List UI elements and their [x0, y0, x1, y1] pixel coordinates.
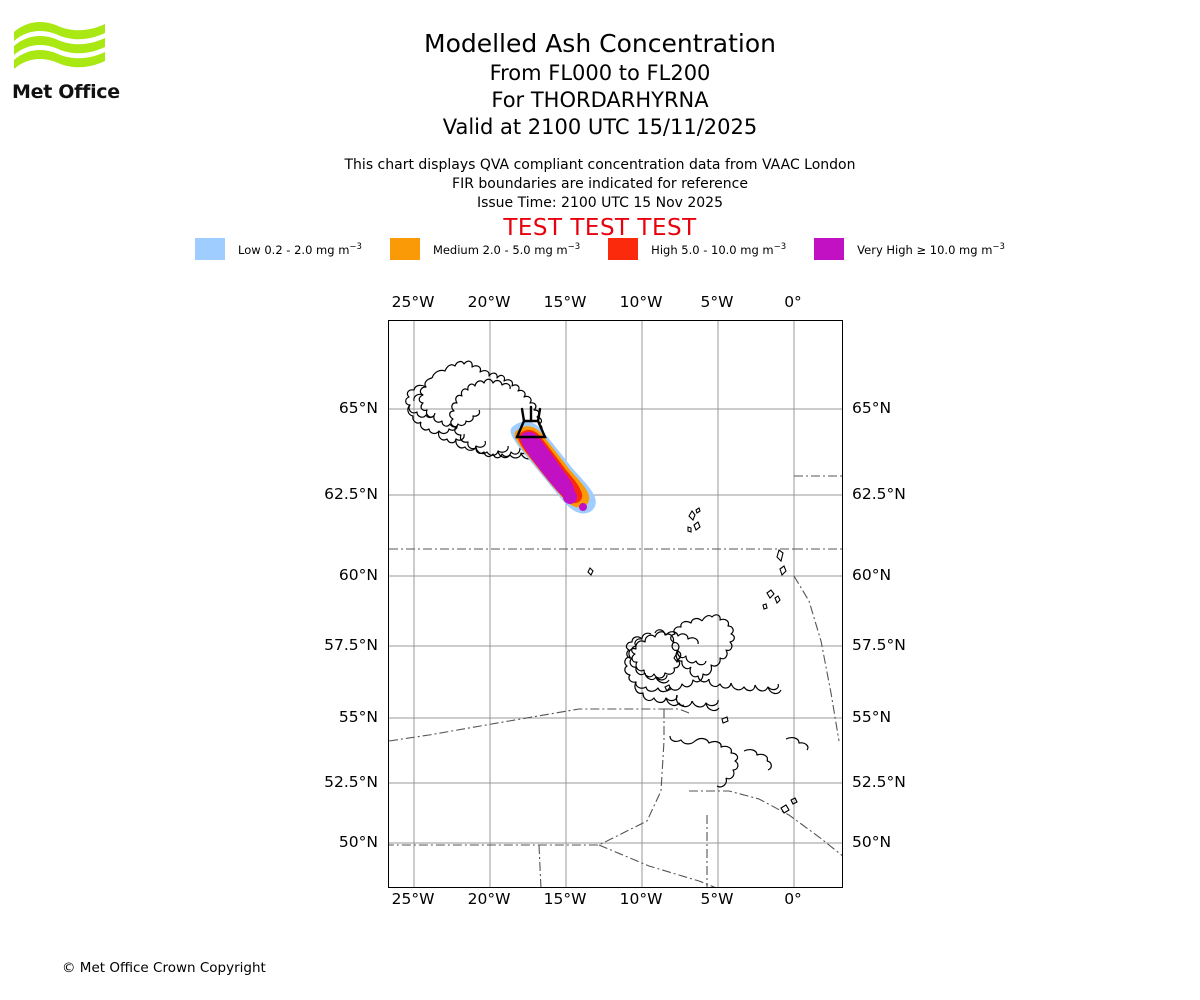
- title-volcano: For THORDARHYRNA: [491, 88, 709, 112]
- latitude-labels-left: 65°N 62.5°N 60°N 57.5°N 55°N 52.5°N 50°N: [268, 320, 378, 888]
- graticule-grid: [389, 321, 842, 887]
- ireland-coastline: [625, 629, 682, 684]
- lat-label-60n-left: 60°N: [338, 566, 378, 584]
- copyright-notice: © Met Office Crown Copyright: [62, 960, 266, 976]
- lat-label-625n-left: 62.5°N: [324, 485, 378, 503]
- lon-label-25w-top: 25°W: [391, 293, 435, 311]
- test-banner: TEST TEST TEST: [503, 215, 697, 241]
- subtitle-qva: This chart displays QVA compliant concen…: [344, 157, 856, 173]
- fir-boundaries: [389, 475, 842, 887]
- lon-label-20w-top: 20°W: [467, 293, 511, 311]
- lon-label-5w-bottom: 5°W: [700, 890, 734, 908]
- plume-blob-very-high-1: [563, 490, 577, 504]
- lat-label-525n-right: 52.5°N: [852, 773, 906, 791]
- legend-high: High 5.0 - 10.0 mg m−3: [608, 238, 786, 260]
- legend-very-high-label: Very High ≥ 10.0 mg m−3: [857, 241, 1005, 257]
- lat-label-50n-right: 50°N: [852, 833, 892, 851]
- plume-contour-very-high: [520, 431, 575, 498]
- plume-blob-very-high-2: [579, 503, 587, 511]
- lon-label-15w-bottom: 15°W: [543, 890, 587, 908]
- longitude-labels-bottom: 25°W 20°W 15°W 10°W 5°W 0°: [388, 890, 843, 912]
- legend-low-label: Low 0.2 - 2.0 mg m−3: [238, 241, 362, 257]
- longitude-labels-top: 25°W 20°W 15°W 10°W 5°W 0°: [388, 293, 843, 315]
- chart-title-block: Modelled Ash Concentration From FL000 to…: [0, 28, 1200, 141]
- legend-very-high-swatch: [814, 238, 845, 260]
- legend-low: Low 0.2 - 2.0 mg m−3: [195, 238, 362, 260]
- title-valid-time: Valid at 2100 UTC 15/11/2025: [442, 115, 758, 139]
- lat-label-625n-right: 62.5°N: [852, 485, 906, 503]
- legend-low-swatch: [195, 238, 226, 260]
- subtitle-issue-time: Issue Time: 2100 UTC 15 Nov 2025: [476, 195, 724, 211]
- lon-label-25w-bottom: 25°W: [391, 890, 435, 908]
- lat-label-50n-left: 50°N: [338, 833, 378, 851]
- map-canvas: [389, 321, 842, 887]
- lat-label-575n-right: 57.5°N: [852, 636, 906, 654]
- faroe-islands-coastline: [687, 507, 701, 533]
- title-flight-levels: From FL000 to FL200: [489, 61, 711, 85]
- small-islands-coastline: [664, 652, 729, 724]
- map-frame: [388, 320, 843, 888]
- legend-high-label: High 5.0 - 10.0 mg m−3: [651, 241, 787, 257]
- ash-plume-contours: [510, 421, 596, 514]
- subtitle-fir: FIR boundaries are indicated for referen…: [452, 176, 748, 192]
- legend-medium-swatch: [389, 238, 420, 260]
- legend-medium-label: Medium 2.0 - 5.0 mg m−3: [432, 241, 581, 257]
- shetland-orkney-coastline: [587, 549, 787, 610]
- lat-label-525n-left: 52.5°N: [324, 773, 378, 791]
- latitude-labels-right: 65°N 62.5°N 60°N 57.5°N 55°N 52.5°N 50°N: [852, 320, 962, 888]
- lon-label-0-bottom: 0°: [784, 890, 802, 908]
- great-britain-coastline: [624, 614, 782, 712]
- ash-concentration-map[interactable]: [388, 320, 843, 888]
- met-office-logo: Met Office: [12, 18, 122, 113]
- lon-label-15w-top: 15°W: [543, 293, 587, 311]
- volcano-symbol: [515, 405, 547, 439]
- lon-label-0-top: 0°: [784, 293, 802, 311]
- lat-label-65n-right: 65°N: [852, 399, 892, 417]
- lat-label-60n-right: 60°N: [852, 566, 892, 584]
- lat-label-65n-left: 65°N: [338, 399, 378, 417]
- france-coastline: [669, 735, 809, 814]
- subtitle-block: This chart displays QVA compliant concen…: [0, 156, 1200, 213]
- page-title: Modelled Ash Concentration: [424, 29, 776, 58]
- met-office-wave-mark: [14, 22, 105, 69]
- concentration-legend: Low 0.2 - 2.0 mg m−3 Medium 2.0 - 5.0 mg…: [0, 238, 1200, 260]
- lat-label-55n-right: 55°N: [852, 708, 892, 726]
- legend-high-swatch: [608, 238, 639, 260]
- lat-label-575n-left: 57.5°N: [324, 636, 378, 654]
- legend-very-high: Very High ≥ 10.0 mg m−3: [814, 238, 1005, 260]
- legend-medium: Medium 2.0 - 5.0 mg m−3: [389, 238, 581, 260]
- lon-label-10w-top: 10°W: [619, 293, 663, 311]
- lon-label-10w-bottom: 10°W: [619, 890, 663, 908]
- met-office-logo-text: Met Office: [12, 81, 120, 103]
- lon-label-20w-bottom: 20°W: [467, 890, 511, 908]
- lat-label-55n-left: 55°N: [338, 708, 378, 726]
- lon-label-5w-top: 5°W: [700, 293, 734, 311]
